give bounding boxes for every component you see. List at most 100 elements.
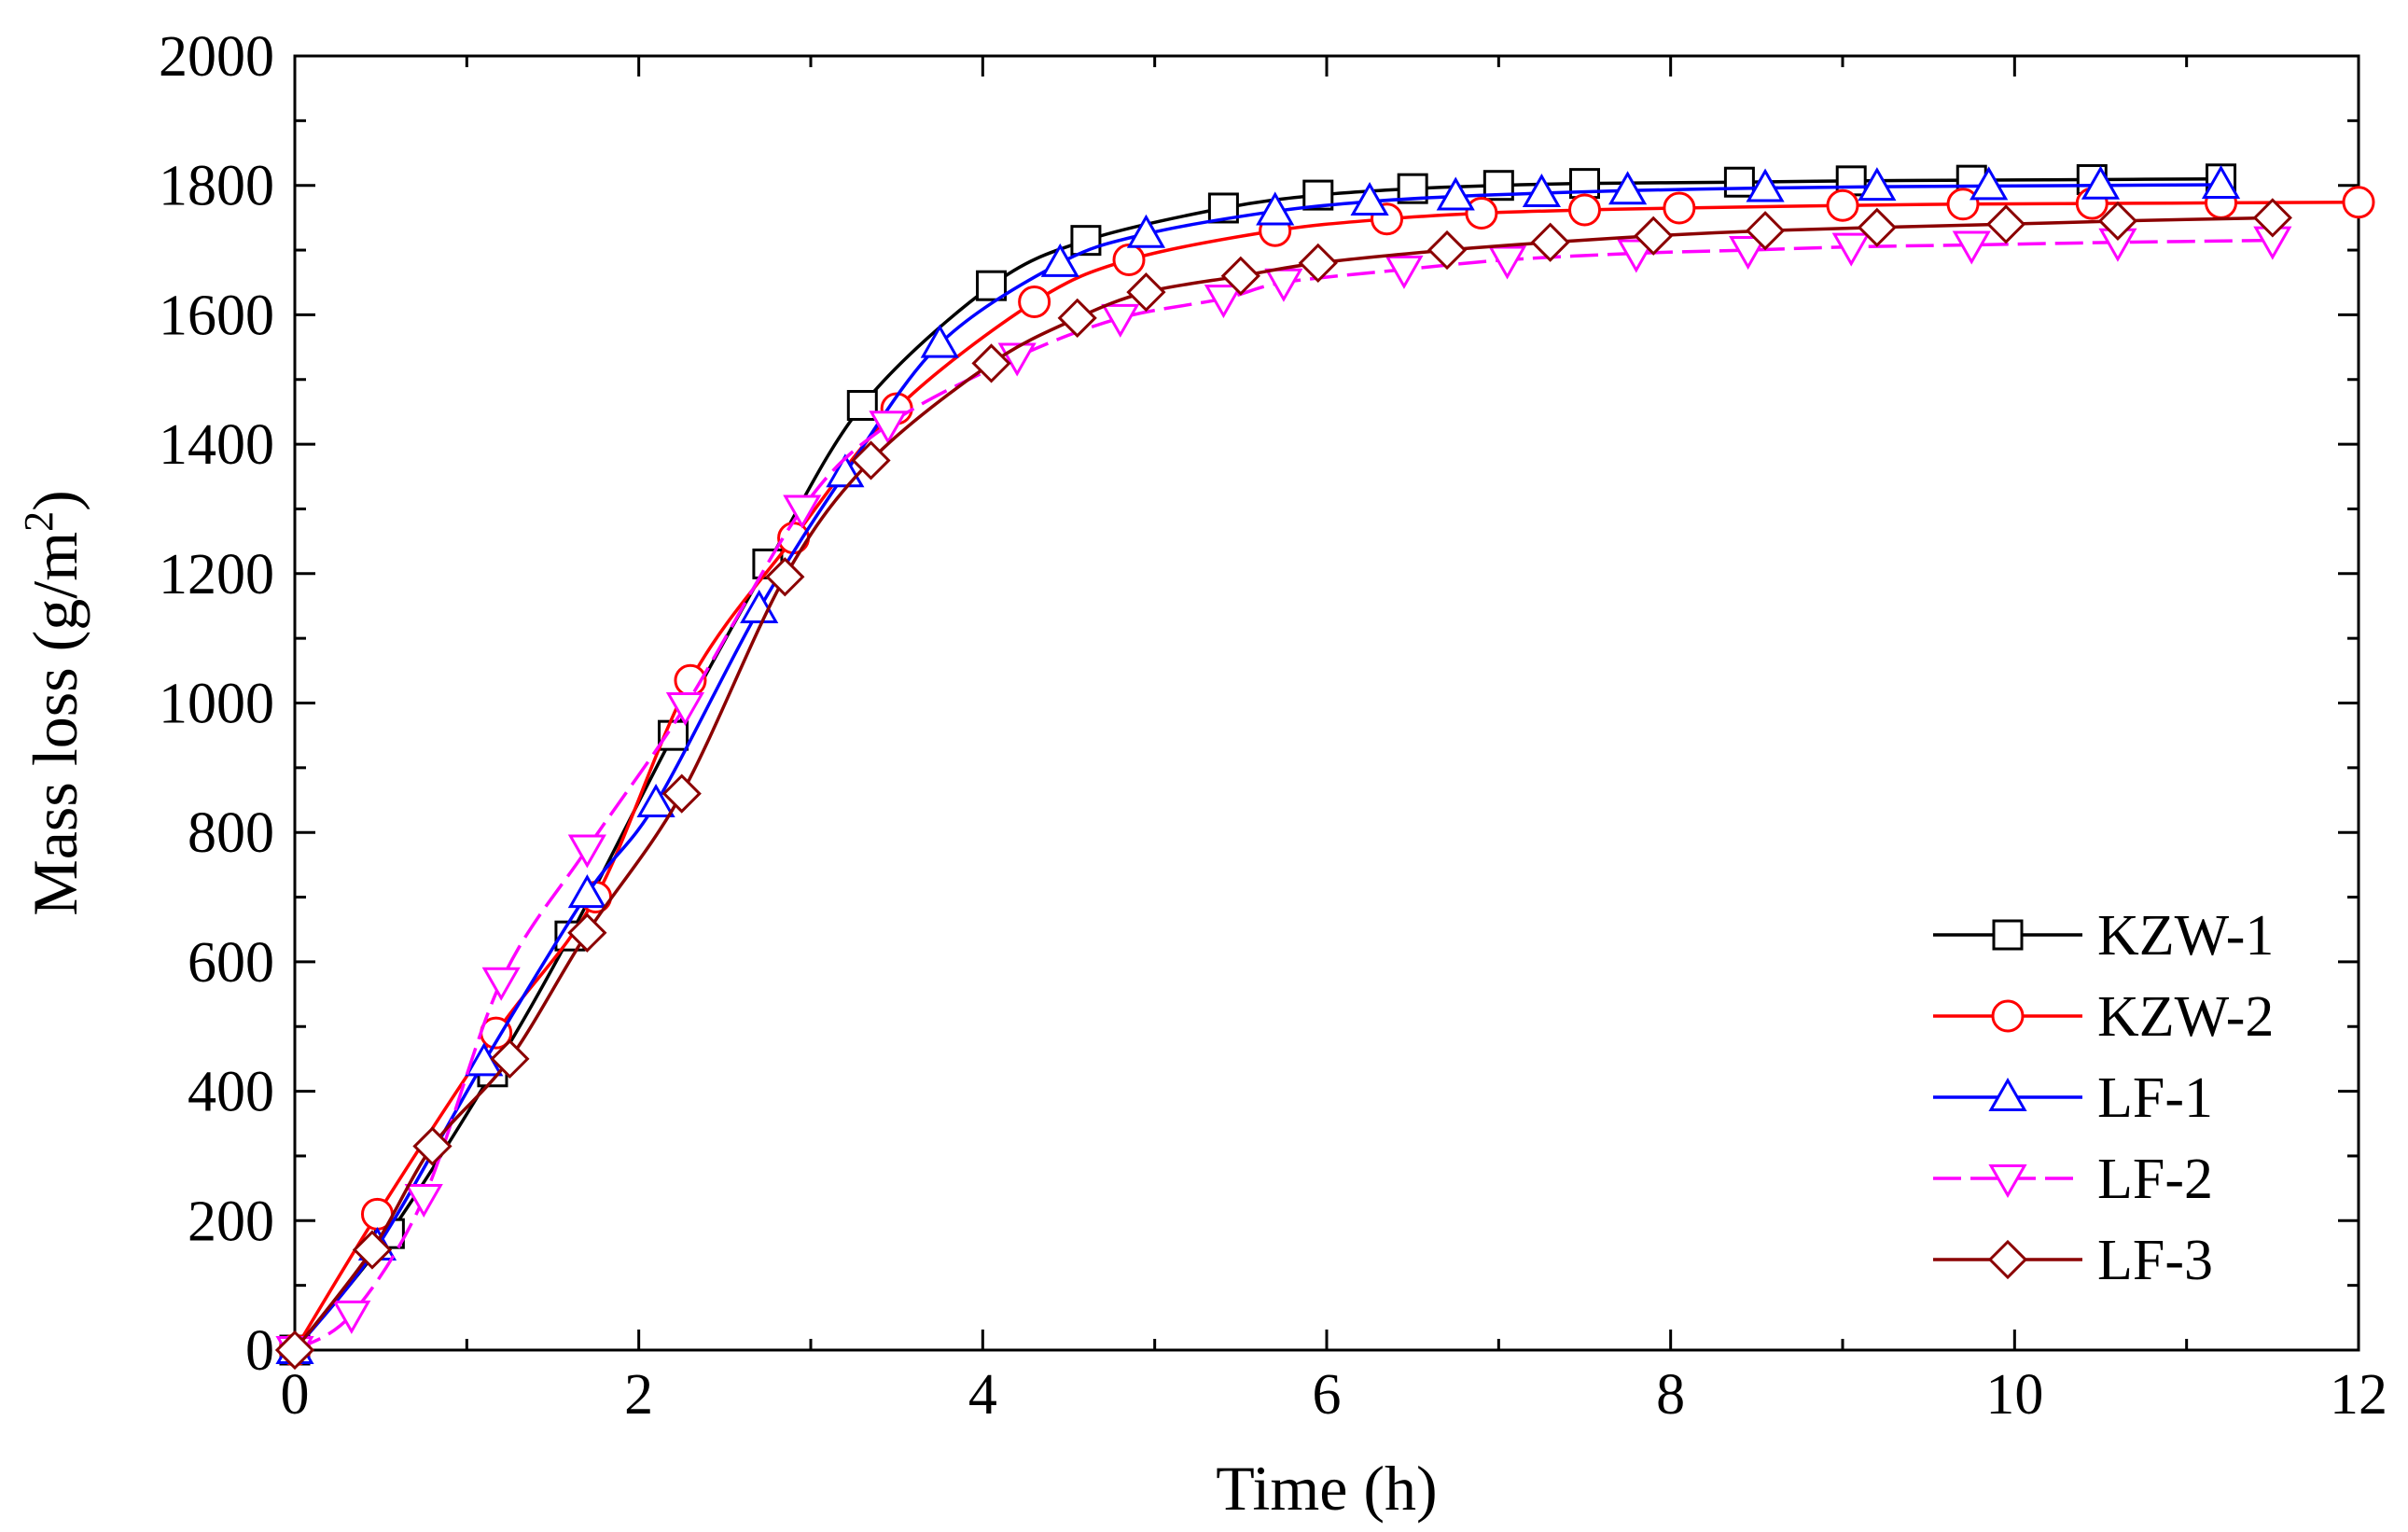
data-point-lf-2 (1487, 245, 1527, 280)
data-point-lf-1 (1608, 171, 1648, 205)
data-point-kzw-2 (1465, 197, 1498, 230)
data-point-lf-2 (1204, 285, 1243, 319)
data-point-lf-3 (490, 1038, 530, 1079)
data-point-lf-2 (1264, 268, 1303, 302)
data-point-lf-3 (2097, 201, 2138, 241)
x-tick-label: 8 (1656, 1363, 1685, 1427)
y-axis-title: Mass loss (g/m2) (16, 490, 90, 915)
data-point-lf-1 (1040, 243, 1079, 277)
data-point-lf-2 (1831, 232, 1871, 267)
data-point-kzw-1 (1302, 179, 1334, 211)
data-point-lf-1 (1522, 173, 1562, 208)
series-lf-1 (275, 164, 2241, 1364)
legend-marker-lf-2 (1988, 1164, 2027, 1199)
legend-item-kzw-2: KZW-2 (1933, 985, 2274, 1049)
series-layer (274, 163, 2375, 1371)
legend-label-lf-2: LF-2 (2097, 1148, 2213, 1211)
series-line-kzw-1 (293, 177, 2221, 1352)
data-point-lf-3 (851, 440, 891, 480)
data-point-kzw-2 (1018, 286, 1051, 319)
y-tick-label: 400 (188, 1061, 274, 1124)
data-point-lf-2 (481, 967, 521, 1001)
legend-item-lf-1: LF-1 (1933, 1066, 2213, 1130)
y-tick-label: 200 (188, 1190, 274, 1253)
legend-marker-lf-3 (1987, 1239, 2028, 1280)
data-point-lf-3 (1985, 204, 2026, 244)
data-point-lf-1 (1746, 168, 1785, 202)
legend: KZW-1 KZW-2 LF-1 LF-2 LF-3 (1933, 904, 2274, 1292)
legend-item-lf-2: LF-2 (1933, 1148, 2213, 1211)
series-line-lf-1 (293, 183, 2221, 1352)
data-point-lf-2 (332, 1300, 371, 1334)
data-point-lf-3 (1298, 243, 1338, 284)
legend-marker-lf-1 (1988, 1077, 2027, 1111)
data-point-kzw-1 (846, 389, 878, 421)
legend-item-lf-3: LF-3 (1933, 1229, 2213, 1292)
data-point-kzw-2 (1663, 191, 1696, 225)
data-point-lf-3 (1530, 222, 1570, 262)
data-point-lf-2 (404, 1184, 443, 1219)
data-point-lf-3 (274, 1330, 315, 1371)
data-point-lf-1 (2201, 164, 2241, 200)
y-tick-label: 2000 (159, 25, 274, 89)
data-point-kzw-1 (976, 270, 1008, 301)
x-tick-label: 10 (1985, 1363, 2043, 1427)
data-point-lf-3 (765, 557, 805, 597)
data-point-lf-1 (636, 783, 675, 817)
legend-label-kzw-2: KZW-2 (2097, 985, 2274, 1049)
data-point-lf-2 (1729, 236, 1768, 271)
series-kzw-2 (278, 186, 2375, 1367)
axes-layer: 0 2 4 6 8 10 12 0 200 400 600 800 1000 1200 1400 1600 18… (16, 25, 2387, 1524)
series-lf-3 (274, 198, 2292, 1371)
data-point-lf-1 (2081, 165, 2121, 200)
y-tick-label: 1600 (159, 284, 274, 347)
y-tick-label: 600 (188, 931, 274, 995)
data-point-lf-1 (1436, 176, 1475, 211)
y-axis-title-main: Mass loss (g/m (20, 532, 90, 916)
data-point-lf-2 (1952, 230, 1991, 265)
y-axis-title-suffix: ) (20, 490, 90, 511)
data-point-lf-3 (352, 1230, 393, 1270)
x-tick-label: 0 (281, 1363, 310, 1427)
x-tick-label: 6 (1313, 1363, 1342, 1427)
data-point-lf-1 (1126, 214, 1166, 248)
series-kzw-1 (279, 163, 2237, 1366)
series-lf-2 (275, 226, 2292, 1371)
data-point-lf-2 (869, 411, 908, 445)
data-point-kzw-2 (2342, 186, 2375, 219)
data-point-lf-1 (1858, 167, 1897, 202)
data-point-kzw-2 (1826, 188, 1859, 222)
series-line-lf-3 (293, 216, 2273, 1352)
y-tick-label: 1200 (159, 543, 274, 606)
y-tick-label: 1000 (159, 673, 274, 736)
data-point-lf-3 (1634, 216, 1674, 256)
y-tick-label: 1800 (159, 155, 274, 218)
data-point-lf-1 (1970, 166, 2009, 201)
data-point-lf-3 (1745, 211, 1786, 251)
data-point-lf-2 (1385, 255, 1424, 289)
legend-marker-kzw-2 (1991, 999, 2025, 1033)
x-tick-label: 2 (624, 1363, 653, 1427)
series-line-lf-2 (294, 238, 2273, 1352)
data-point-lf-1 (920, 324, 959, 358)
data-point-lf-2 (567, 834, 606, 869)
data-point-lf-3 (1427, 230, 1468, 271)
legend-label-lf-1: LF-1 (2097, 1066, 2213, 1130)
data-point-kzw-2 (1946, 188, 1980, 221)
data-point-lf-2 (665, 691, 705, 726)
data-point-lf-3 (2252, 198, 2292, 238)
data-point-kzw-1 (1723, 166, 1755, 198)
data-point-lf-3 (1220, 256, 1260, 296)
data-point-lf-3 (971, 343, 1011, 383)
data-point-kzw-2 (1568, 193, 1601, 227)
data-point-lf-1 (1350, 182, 1389, 216)
data-point-lf-2 (783, 494, 822, 529)
data-point-lf-3 (1857, 207, 1897, 247)
data-point-lf-3 (1126, 272, 1166, 313)
data-point-lf-2 (1101, 303, 1140, 338)
legend-item-kzw-1: KZW-1 (1933, 904, 2274, 968)
x-tick-label: 12 (2330, 1363, 2387, 1427)
data-point-lf-3 (661, 773, 702, 814)
data-point-lf-1 (567, 874, 606, 909)
